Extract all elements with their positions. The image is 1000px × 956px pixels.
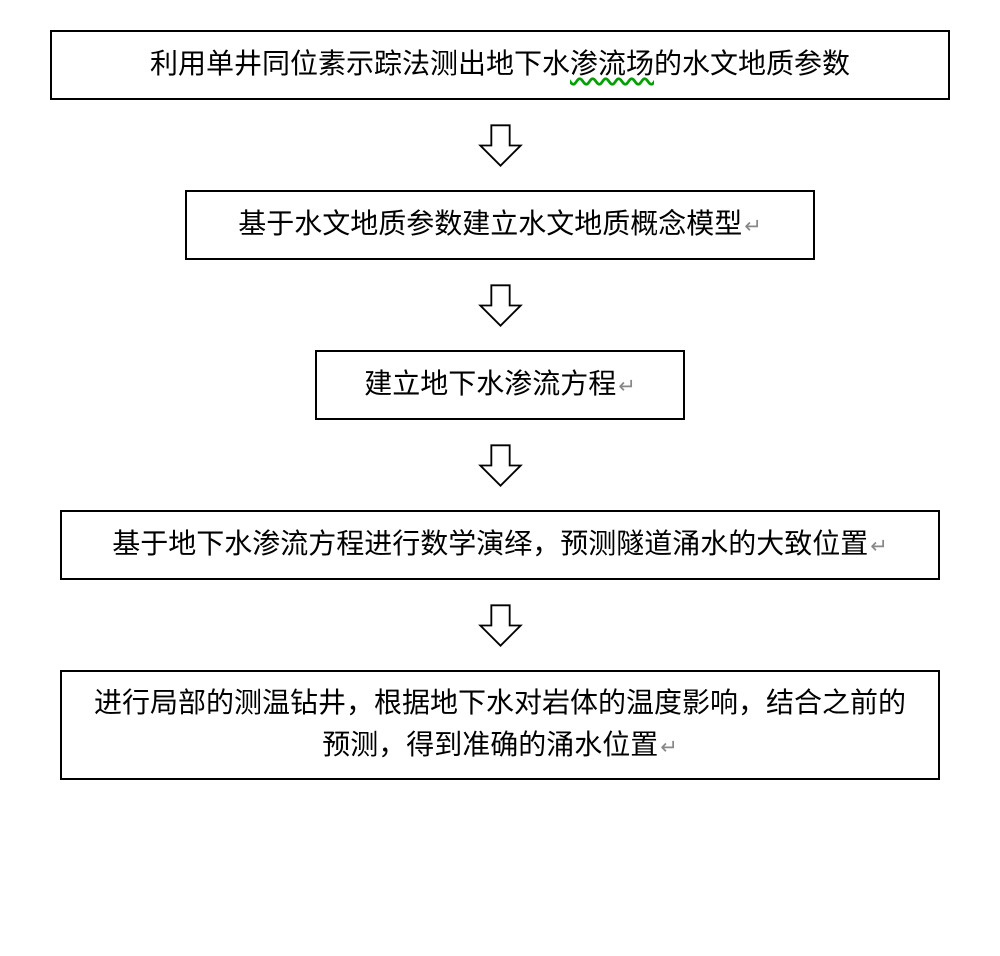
step5-box: 进行局部的测温钻井，根据地下水对岩体的温度影响，结合之前的预测，得到准确的涌水位… bbox=[60, 670, 940, 780]
step1-part1-wavy: 渗流场 bbox=[570, 49, 654, 80]
arrow-2 bbox=[473, 260, 528, 350]
step2-text: 基于水文地质参数建立水文地质概念模型↵ bbox=[238, 204, 762, 246]
arrow-4 bbox=[473, 580, 528, 670]
step3-box: 建立地下水渗流方程↵ bbox=[315, 350, 685, 420]
step5-part0: 进行局部的测温钻井，根据地下水对岩体的温度影响，结合之前的预测，得到准确的涌水位… bbox=[94, 688, 906, 761]
step4-text: 基于地下水渗流方程进行数学演绎，预测隧道涌水的大致位置↵ bbox=[112, 524, 888, 566]
step2-box: 基于水文地质参数建立水文地质概念模型↵ bbox=[185, 190, 815, 260]
return-mark-icon: ↵ bbox=[660, 735, 678, 759]
step4-part0: 基于地下水渗流方程进行数学演绎，预测隧道涌水的大致位置 bbox=[112, 529, 868, 560]
return-mark-icon: ↵ bbox=[870, 534, 888, 558]
step1-text: 利用单井同位素示踪法测出地下水渗流场的水文地质参数 bbox=[150, 44, 850, 86]
down-arrow-icon bbox=[473, 118, 528, 173]
step5-text: 进行局部的测温钻井，根据地下水对岩体的温度影响，结合之前的预测，得到准确的涌水位… bbox=[82, 683, 918, 767]
flowchart-container: 利用单井同位素示踪法测出地下水渗流场的水文地质参数 基于水文地质参数建立水文地质… bbox=[0, 30, 1000, 780]
step4-box: 基于地下水渗流方程进行数学演绎，预测隧道涌水的大致位置↵ bbox=[60, 510, 940, 580]
step1-box: 利用单井同位素示踪法测出地下水渗流场的水文地质参数 bbox=[50, 30, 950, 100]
step3-text: 建立地下水渗流方程↵ bbox=[364, 364, 636, 406]
return-mark-icon: ↵ bbox=[744, 214, 762, 238]
down-arrow-icon bbox=[473, 278, 528, 333]
arrow-1 bbox=[473, 100, 528, 190]
return-mark-icon: ↵ bbox=[618, 374, 636, 398]
down-arrow-icon bbox=[473, 598, 528, 653]
arrow-3 bbox=[473, 420, 528, 510]
step2-part0: 基于水文地质参数建立水文地质概念模型 bbox=[238, 209, 742, 240]
down-arrow-icon bbox=[473, 438, 528, 493]
step1-part2: 的水文地质参数 bbox=[654, 49, 850, 80]
step3-part0: 建立地下水渗流方程 bbox=[364, 369, 616, 400]
step1-part0: 利用单井同位素示踪法测出地下水 bbox=[150, 49, 570, 80]
